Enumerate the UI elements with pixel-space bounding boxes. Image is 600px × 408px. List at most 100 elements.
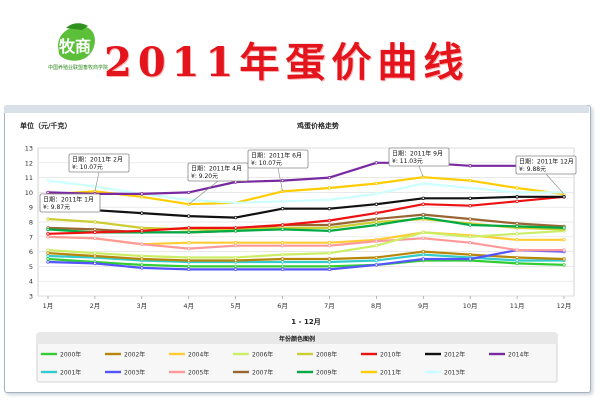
- data-point: [187, 230, 191, 235]
- x-tick-label: 3月: [136, 302, 147, 310]
- annotation-tooltip: 日期：2011年 12月¥: 9.88元: [515, 155, 577, 195]
- data-point: [280, 264, 285, 269]
- data-point: [515, 261, 519, 266]
- data-point: [468, 223, 472, 227]
- legend-label: 2005年: [188, 368, 209, 376]
- annotation-value: ¥: 11.03元: [392, 158, 423, 165]
- data-point: [374, 255, 379, 260]
- series-line: [47, 179, 564, 204]
- annotation-tooltip: 日期：2011年 9月¥: 11.03元: [388, 147, 450, 178]
- data-point: [140, 266, 144, 270]
- series-line: [47, 195, 565, 235]
- data-point: [374, 220, 379, 224]
- x-tick-label: 12月: [557, 302, 572, 310]
- data-point: [562, 248, 566, 252]
- data-point: [187, 214, 191, 218]
- series: [46, 161, 566, 272]
- data-point: [233, 201, 238, 205]
- data-point: [46, 235, 50, 239]
- data-point: [562, 226, 566, 230]
- data-point: [233, 264, 238, 269]
- y-tick-label: 6: [29, 248, 33, 256]
- series-line-group: [46, 235, 566, 252]
- data-point: [233, 258, 238, 263]
- data-point: [140, 229, 144, 233]
- data-point: [187, 226, 191, 230]
- data-point: [187, 246, 191, 251]
- series-line-group: [46, 178, 566, 205]
- data-point: [327, 175, 332, 180]
- data-point: [233, 215, 238, 220]
- legend-title: 年份颜色图例: [279, 335, 315, 343]
- annotation-value: ¥: 10.07元: [251, 160, 282, 167]
- annotation-pointer: [94, 171, 100, 192]
- data-point: [374, 258, 379, 263]
- data-point: [468, 204, 472, 208]
- y-tick-label: 11: [25, 174, 33, 182]
- data-point: [327, 218, 332, 223]
- series-line: [47, 257, 565, 268]
- data-point: [327, 241, 332, 245]
- data-point: [327, 243, 332, 248]
- legend: 2000年 2001年 2002年 2003年 2004年 2005年 2006年 2007年…: [41, 350, 529, 376]
- legend-label: 2014年: [508, 350, 529, 358]
- annotation-box: [388, 147, 450, 167]
- data-point: [93, 227, 97, 232]
- data-point: [468, 196, 472, 201]
- legend-label: 2002年: [124, 350, 145, 358]
- data-point: [468, 257, 472, 261]
- data-point: [280, 252, 285, 257]
- annotation-pointer: [277, 167, 283, 192]
- data-point: [421, 249, 425, 254]
- x-tick-label: 10月: [463, 302, 478, 310]
- chart-title: 鸡蛋价格走势: [296, 121, 339, 130]
- data-point: [327, 260, 332, 264]
- legend-label: 2001年: [60, 368, 81, 376]
- annotation-date: 日期：2011年 9月: [392, 150, 443, 158]
- legend-label: 2003年: [124, 368, 145, 376]
- data-point: [140, 242, 144, 246]
- data-point: [280, 206, 285, 211]
- legend-label: 2000年: [60, 350, 81, 358]
- data-point: [187, 241, 191, 245]
- legend-label: 2006年: [252, 350, 273, 358]
- data-point: [327, 257, 332, 261]
- data-point: [562, 238, 566, 242]
- data-point: [515, 238, 519, 242]
- data-point: [515, 224, 519, 229]
- data-point: [46, 257, 50, 261]
- data-point: [374, 181, 379, 186]
- data-point: [140, 195, 144, 199]
- series-line: [47, 235, 564, 252]
- data-point: [374, 192, 379, 196]
- annotation-pointer: [418, 165, 424, 178]
- legend-label: 2011年: [380, 368, 401, 376]
- x-tick-label: 7月: [324, 302, 335, 310]
- data-point: [468, 217, 472, 221]
- data-point: [233, 226, 238, 230]
- data-point: [421, 181, 425, 186]
- legend-label: 2010年: [380, 350, 401, 358]
- data-point: [468, 241, 472, 245]
- data-point: [421, 230, 425, 235]
- annotation-box: [39, 193, 101, 213]
- legend-label: 2004年: [188, 350, 209, 358]
- data-point: [562, 257, 566, 261]
- data-point: [374, 263, 379, 267]
- annotation-value: ¥: 9.20元: [191, 173, 218, 180]
- data-point: [421, 236, 425, 240]
- data-point: [280, 227, 285, 232]
- y-axis-label: 单位（元/千克）: [20, 121, 72, 130]
- x-tick-label: 11月: [510, 302, 525, 310]
- page-title: 2011年蛋价曲线: [104, 39, 470, 86]
- data-point: [374, 202, 379, 206]
- y-tick-label: 13: [25, 145, 33, 153]
- y-tick-label: 10: [25, 189, 33, 197]
- x-tick-label: 9月: [418, 302, 429, 310]
- annotation-box: [515, 155, 577, 175]
- series-line: [47, 195, 564, 219]
- data-point: [515, 186, 519, 190]
- data-point: [562, 195, 566, 199]
- data-point: [187, 264, 191, 269]
